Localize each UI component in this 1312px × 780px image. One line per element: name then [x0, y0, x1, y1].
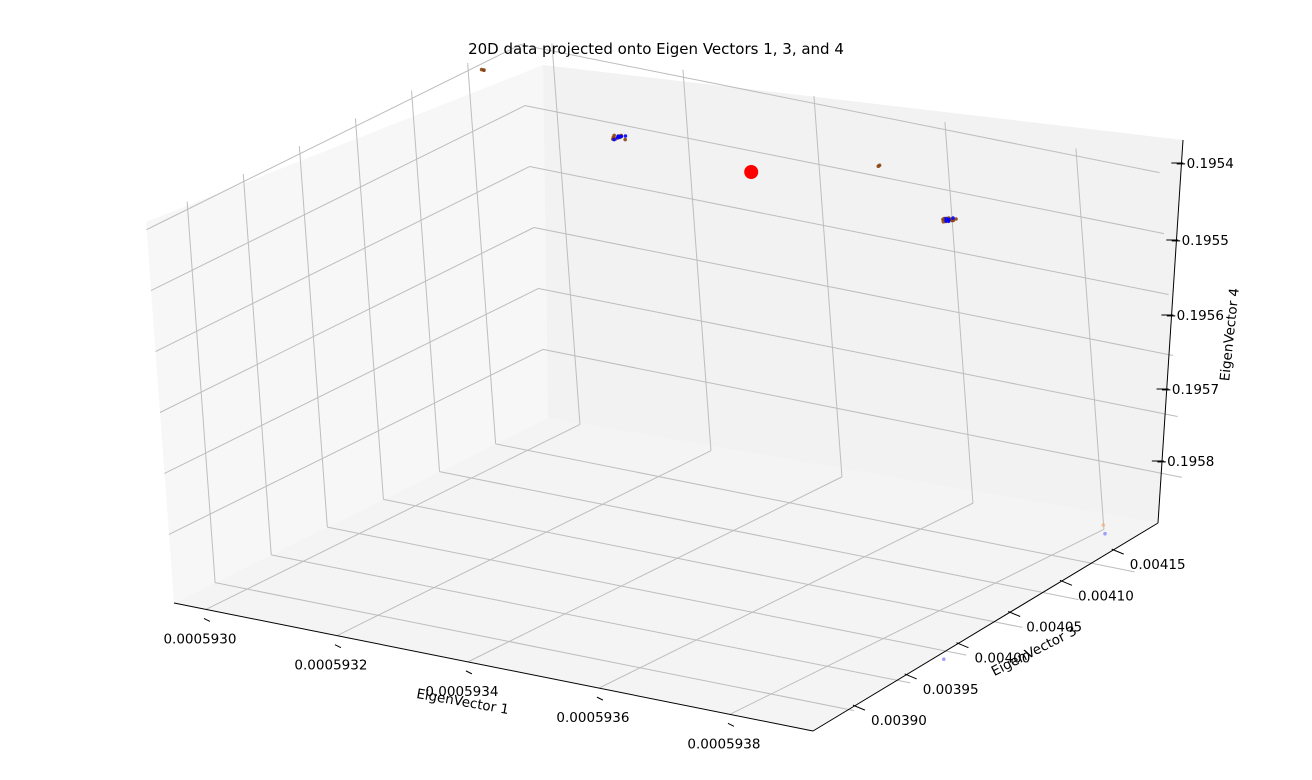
y-tick-mark-1: [904, 673, 917, 680]
data-point-blue-5-4: [951, 216, 955, 220]
z-grid-left-2: [159, 227, 535, 413]
y-tick-mark-5: [1111, 548, 1124, 555]
z-tick-label-4: −0.1958: [1156, 454, 1215, 470]
y-axis-line: [812, 522, 1159, 732]
y-grid-floor-1: [271, 554, 911, 684]
y-tick-label-1: 0.00395: [923, 682, 979, 698]
y-grid-floor-2: [327, 526, 967, 656]
x-tick-label-1: 0.0005932: [294, 658, 367, 674]
y-tick-mark-3: [1008, 611, 1021, 617]
x-grid-floor-1: [336, 450, 712, 637]
axes-panes: [146, 65, 1183, 731]
axes-grid: [146, 43, 1183, 715]
z-grid-back-1: [538, 287, 1178, 417]
x-grid-floor-3: [598, 502, 974, 689]
left-pane: [146, 65, 548, 603]
x-grid-floor-0: [205, 423, 581, 610]
x-grid-floor-4: [729, 528, 1105, 715]
data-point-light_orange-8-0: [1101, 523, 1106, 527]
data-point-orange-4-7: [941, 217, 945, 222]
x-tick-mark-4: [727, 722, 735, 727]
y-grid-floor-0: [215, 582, 855, 712]
y-grid-floor-4: [439, 471, 1079, 601]
x-tick-mark-1: [334, 644, 342, 649]
y-grid-floor-3: [383, 498, 1023, 628]
floor-pane: [174, 418, 1158, 731]
x-tick-label-0: 0.0005930: [163, 631, 236, 647]
data-point-blue-2-0: [623, 134, 628, 138]
back-pane: [543, 65, 1183, 523]
z-grid-back-5: [520, 44, 1160, 174]
y-tick-label-3: 0.00405: [1026, 620, 1082, 636]
data-point-light_blue-7-0: [1103, 531, 1107, 536]
x-tick-mark-3: [596, 696, 604, 701]
x-tick-mark-2: [465, 670, 473, 675]
data-point-orange-0-2: [481, 68, 486, 72]
data-point-orange-3-1: [877, 163, 882, 168]
y-tick-label-0: 0.00390: [871, 713, 927, 729]
axis-lines: [173, 139, 1184, 732]
y-tick-mark-0: [852, 704, 866, 711]
axis-ticks: 0.0005930 0.0005932 0.0005934 0.0005936 0.00…: [163, 156, 1233, 752]
y-tick-mark-2: [956, 642, 969, 649]
z-tick-label-0: −0.1954: [1175, 156, 1234, 172]
data-point-blue-2-3: [612, 137, 616, 142]
data-points: [479, 67, 1107, 661]
z-grid-left-3: [155, 166, 530, 352]
y-tick-label-5: 0.00415: [1130, 557, 1186, 573]
x-tick-mark-0: [203, 617, 211, 622]
z-grid-left-5: [146, 44, 521, 231]
y-tick-label-4: 0.00410: [1078, 588, 1134, 604]
y-tick-mark-4: [1059, 579, 1073, 586]
z-grid-left-0: [168, 348, 544, 535]
x-tick-label-3: 0.0005936: [556, 710, 629, 726]
centroid-point: [744, 165, 759, 179]
z-tick-label-1: −0.1955: [1170, 233, 1229, 249]
z-tick-label-2: −0.1956: [1165, 308, 1224, 324]
z-axis-line: [1157, 139, 1184, 524]
data-point-blue-2-5: [617, 134, 622, 139]
z-grid-back-0: [542, 348, 1183, 478]
z-grid-left-1: [164, 288, 539, 474]
z-grid-back-4: [524, 105, 1165, 235]
z-axis-label: EigenVector 4: [1217, 287, 1243, 382]
data-point-orange-1-8: [623, 137, 627, 142]
chart-title: 20D data projected onto Eigen Vectors 1,…: [468, 40, 844, 58]
z-grid-back-2: [533, 227, 1174, 356]
y-grid-floor-5: [495, 443, 1135, 573]
x-tick-label-2: 0.0005934: [425, 684, 498, 700]
data-point-orange-4-9: [954, 217, 958, 221]
x-tick-label-4: 0.0005938: [687, 736, 760, 752]
y-tick-label-2: 0.00400: [975, 651, 1031, 667]
z-grid-back-3: [529, 166, 1169, 296]
z-grid-left-4: [150, 105, 526, 292]
x-grid-floor-2: [467, 476, 843, 663]
z-tick-label-3: −0.1957: [1161, 382, 1220, 398]
data-point-light_blue-6-0: [942, 657, 946, 661]
x-axis-line: [173, 602, 814, 732]
data-point-blue-5-5: [944, 219, 948, 223]
